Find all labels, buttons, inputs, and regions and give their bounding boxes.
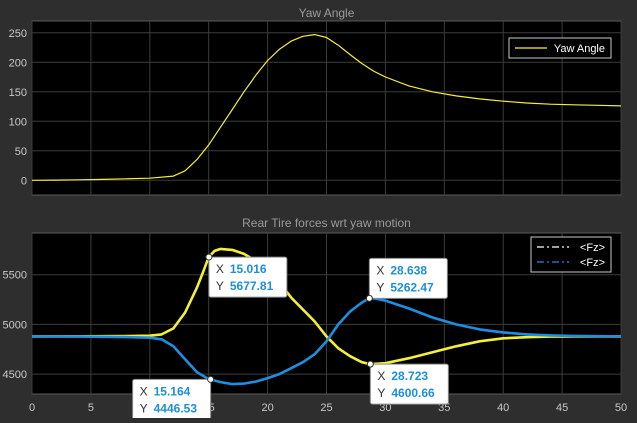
datatip-marker bbox=[207, 375, 215, 383]
chart-panel-1: Yaw Angle 0 50 100 150 200 250 Yaw Angle bbox=[9, 6, 622, 196]
datatip-y-value: 5262.47 bbox=[390, 280, 434, 294]
series-group bbox=[32, 247, 621, 386]
y-tick-label: 100 bbox=[9, 116, 27, 128]
datatip-2[interactable]: X 28.638 Y 5262.47 bbox=[365, 257, 448, 302]
datatip-x-value: 28.723 bbox=[391, 369, 428, 383]
x-tick-label: 25 bbox=[320, 402, 332, 414]
datatip-marker bbox=[205, 253, 213, 261]
y-tick-label: 250 bbox=[9, 28, 27, 40]
legend-box bbox=[530, 236, 612, 273]
y-tick-label: 5000 bbox=[3, 319, 27, 331]
chart-title: Yaw Angle bbox=[299, 6, 355, 20]
x-tick-label: 50 bbox=[615, 402, 627, 414]
y-tick-label: 5500 bbox=[3, 270, 27, 282]
datatip-x-key: X bbox=[216, 262, 224, 276]
datatip-box bbox=[369, 363, 449, 405]
datatip-x-value: 15.016 bbox=[230, 262, 267, 276]
x-tick-label: 45 bbox=[556, 402, 568, 414]
datatip-y-value: 4446.53 bbox=[154, 401, 198, 415]
datatip-1[interactable]: X 15.016 Y 5677.81 bbox=[205, 253, 288, 298]
legend-label: <Fz> bbox=[580, 242, 605, 254]
datatip-x-key: X bbox=[377, 369, 385, 383]
datatip-y-value: 5677.81 bbox=[230, 279, 274, 293]
legend[interactable]: Yaw Angle bbox=[508, 37, 612, 59]
datatip-x-key: X bbox=[376, 263, 384, 277]
datatip-x-value: 28.638 bbox=[390, 263, 427, 277]
chart-title: Rear Tire forces wrt yaw motion bbox=[242, 216, 411, 230]
y-tick-label: 50 bbox=[15, 146, 27, 158]
x-tick-label: 35 bbox=[438, 402, 450, 414]
chart-panel-2: Rear Tire forces wrt yaw motion051015202… bbox=[3, 216, 627, 420]
datatip-y-key: Y bbox=[376, 280, 384, 294]
datatip-y-value: 4600.66 bbox=[391, 386, 435, 400]
legend-box bbox=[508, 37, 612, 59]
y-tick-label: 0 bbox=[21, 175, 27, 187]
datatip-x-key: X bbox=[140, 384, 148, 398]
datatip-4[interactable]: X 28.723 Y 4600.66 bbox=[366, 360, 449, 405]
series-line-1 bbox=[32, 33, 621, 181]
x-tick-label: 40 bbox=[497, 402, 509, 414]
x-tick-label: 0 bbox=[29, 402, 35, 414]
series-line-2 bbox=[32, 296, 621, 386]
series-group bbox=[32, 33, 621, 181]
datatip-marker bbox=[366, 360, 374, 368]
datatip-box bbox=[208, 256, 288, 298]
y-tick-label: 200 bbox=[9, 57, 27, 69]
legend-label: <Fz> bbox=[580, 257, 605, 269]
datatip-marker bbox=[365, 294, 373, 302]
datatip-3[interactable]: X 15.164 Y 4446.53 bbox=[132, 375, 215, 420]
x-tick-label: 20 bbox=[261, 402, 273, 414]
datatip-box bbox=[368, 257, 448, 299]
legend[interactable]: <Fz> <Fz> bbox=[530, 236, 612, 273]
x-tick-label: 5 bbox=[88, 402, 94, 414]
y-tick-label: 4500 bbox=[3, 369, 27, 381]
datatip-y-key: Y bbox=[140, 401, 148, 415]
y-tick-label: 150 bbox=[9, 87, 27, 99]
series-line-1 bbox=[32, 247, 621, 366]
datatip-y-key: Y bbox=[377, 386, 385, 400]
datatip-x-value: 15.164 bbox=[154, 384, 191, 398]
legend-label: Yaw Angle bbox=[554, 43, 605, 55]
datatip-y-key: Y bbox=[216, 279, 224, 293]
x-tick-label: 30 bbox=[379, 402, 391, 414]
